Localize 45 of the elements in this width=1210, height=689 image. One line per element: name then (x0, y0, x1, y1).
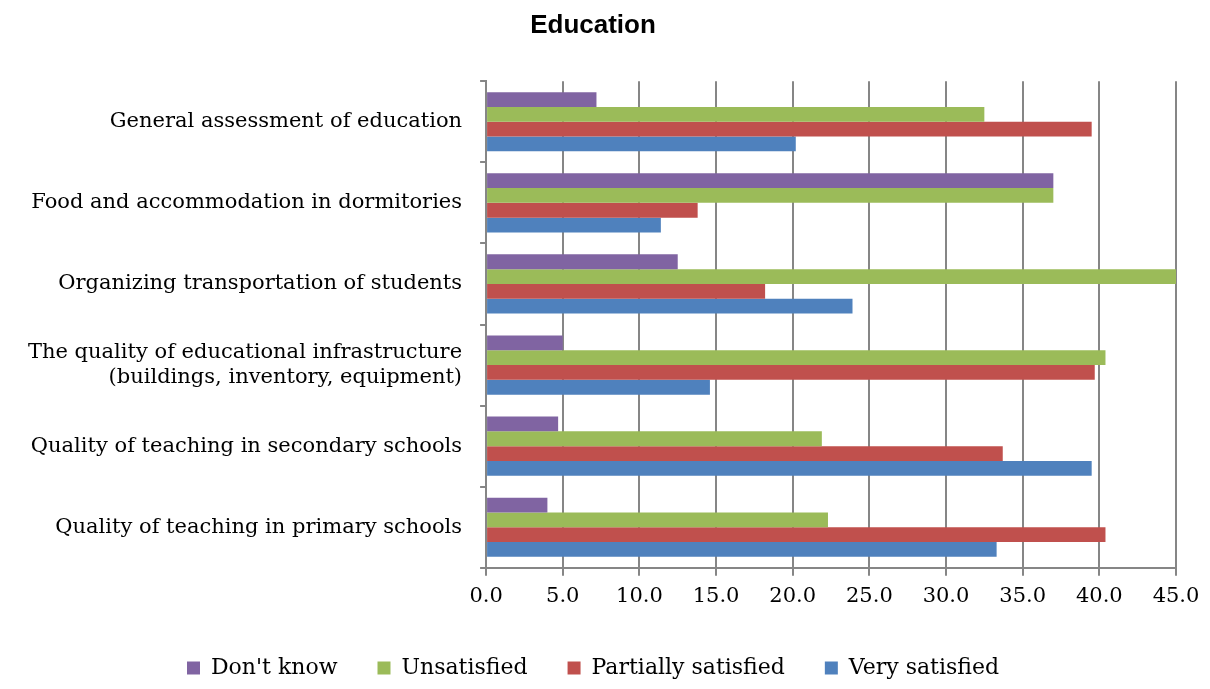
bar (487, 446, 1003, 461)
x-tick-label: 25.0 (845, 582, 893, 607)
bar (487, 92, 597, 107)
x-tick-label: 15.0 (692, 582, 740, 607)
bar (487, 379, 710, 395)
bar (487, 188, 1054, 203)
bar (487, 350, 1106, 366)
x-tick-label: 20.0 (769, 582, 817, 607)
y-tick-label: General assessment of education (109, 108, 463, 133)
bar (487, 431, 822, 447)
x-tick-label: 30.0 (922, 582, 970, 607)
bar (487, 202, 698, 218)
bar (487, 106, 985, 122)
y-tick-label: Quality of teaching in secondary schools (30, 432, 463, 457)
y-tick-label: Food and accommodation in dormitories (31, 189, 463, 214)
bar (487, 254, 678, 270)
legend-label: Partially satisfied (591, 653, 785, 679)
y-tick-label: Quality of teaching in primary schools (55, 513, 463, 538)
bar (487, 365, 1095, 380)
bar (487, 217, 661, 233)
y-tick-label: The quality of educational infrastructure (buildings, inventory, equipment) (27, 338, 463, 389)
legend-label: Unsatisfied (401, 653, 528, 679)
bar (487, 136, 796, 152)
x-tick-label: 5.0 (546, 582, 580, 607)
x-tick-label: 10.0 (616, 582, 663, 607)
legend-label: Very satisfied (847, 653, 1000, 679)
bar (487, 497, 548, 513)
bar (487, 460, 1092, 476)
x-tick-label: 45.0 (1152, 582, 1200, 607)
bar (487, 527, 1106, 543)
x-tick-label: 0.0 (469, 582, 503, 607)
chart-title: Education (530, 8, 656, 39)
bar (487, 542, 997, 557)
bar (487, 173, 1054, 189)
legend-label: Don't know (210, 653, 338, 679)
bar (487, 269, 1176, 284)
bar (487, 283, 766, 299)
bar (487, 416, 559, 432)
bar (487, 335, 563, 351)
bar (487, 298, 853, 314)
x-tick-label: 35.0 (999, 582, 1047, 607)
bar (487, 512, 828, 528)
y-tick-label: Organizing transportation of students (58, 270, 463, 295)
bar (487, 121, 1092, 137)
x-tick-label: 40.0 (1075, 582, 1123, 607)
